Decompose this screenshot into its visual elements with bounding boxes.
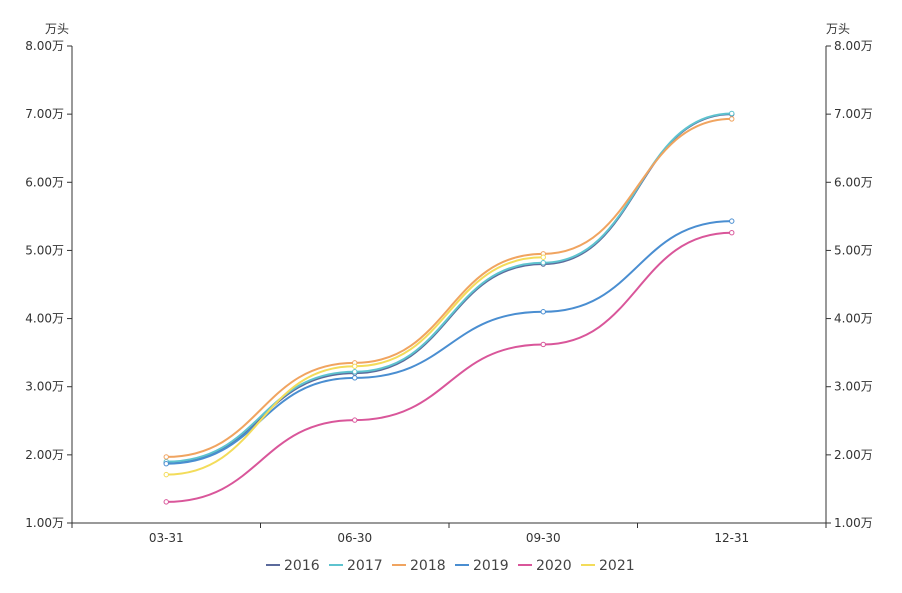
legend-item-2016[interactable]: 2016 (266, 558, 320, 574)
series-line-2018 (166, 117, 732, 458)
y-tick-label-left: 2.00万 (25, 448, 64, 462)
x-tick-label: 12-31 (714, 531, 749, 545)
data-point-2020 (540, 341, 546, 348)
data-point-2018 (163, 454, 169, 460)
legend-item-2021[interactable]: 2021 (581, 558, 635, 574)
y-tick-label-right: 3.00万 (834, 380, 873, 394)
axes: 万头 万头 (45, 22, 850, 524)
data-point-2020 (729, 230, 735, 236)
legend-item-2020[interactable]: 2020 (518, 558, 572, 574)
legend-item-2019[interactable]: 2019 (455, 558, 509, 574)
data-point-2019 (540, 309, 546, 315)
y-tick-label-left: 7.00万 (25, 107, 64, 121)
y-tick-label-left: 3.00万 (25, 380, 64, 394)
y-tick-label-right: 5.00万 (834, 243, 873, 257)
x-tick-label: 03-31 (149, 531, 184, 545)
legend-item-2017[interactable]: 2017 (329, 558, 383, 574)
data-point-2021 (352, 363, 358, 369)
y-tick-label-left: 5.00万 (25, 243, 64, 257)
series-line-2017 (166, 112, 732, 463)
series-lines (166, 112, 732, 503)
data-point-2018 (729, 116, 735, 122)
y-tick-label-right: 2.00万 (834, 448, 873, 462)
y-tick-label-left: 8.00万 (25, 39, 64, 53)
x-tick-label: 06-30 (337, 531, 372, 545)
legend-label: 2017 (347, 558, 383, 574)
y-axis-right-unit: 万头 (826, 22, 850, 36)
y-tick-label-right: 1.00万 (834, 516, 873, 530)
x-tick-label: 09-30 (526, 531, 561, 545)
legend[interactable]: 2016 2017 2018 2019 2020 2021 (266, 558, 635, 574)
legend-label: 2016 (284, 558, 320, 574)
legend-label: 2021 (599, 558, 635, 574)
y-tick-label-right: 4.00万 (834, 312, 873, 326)
legend-label: 2019 (473, 558, 509, 574)
data-point-2017 (729, 110, 735, 117)
y-tick-label-right: 8.00万 (834, 39, 873, 53)
legend-item-2018[interactable]: 2018 (392, 558, 446, 574)
data-point-2020 (163, 499, 169, 505)
ticks: 1.00万 1.00万 2.00万 2.00万 3.00万 3.00万 4.00万 4.00万… (25, 39, 872, 545)
legend-label: 2018 (410, 558, 446, 574)
series-line-2016 (166, 113, 732, 465)
y-tick-label-left: 6.00万 (25, 175, 64, 189)
series-line-2020 (166, 231, 732, 503)
data-point-2017 (352, 369, 358, 375)
data-point-2020 (352, 417, 358, 423)
y-tick-label-left: 1.00万 (25, 516, 64, 530)
data-point-2017 (540, 259, 546, 266)
y-axis-left-unit: 万头 (45, 22, 69, 36)
data-point-2019 (163, 461, 169, 467)
legend-label: 2020 (536, 558, 572, 574)
data-point-2021 (540, 254, 546, 260)
data-point-2019 (352, 375, 358, 381)
y-tick-label-right: 7.00万 (834, 107, 873, 121)
data-point-2021 (163, 471, 169, 478)
y-tick-label-left: 4.00万 (25, 312, 64, 326)
y-tick-label-right: 6.00万 (834, 175, 873, 189)
series-points (163, 110, 735, 505)
data-point-2019 (729, 218, 735, 224)
